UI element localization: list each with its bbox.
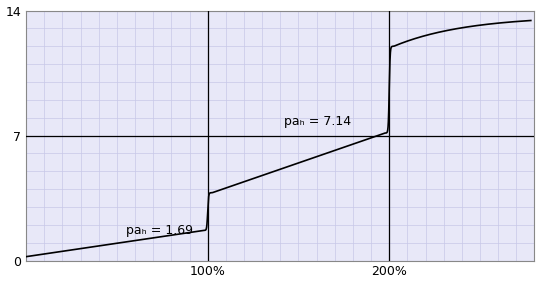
Text: paₕ = 1.69: paₕ = 1.69 (126, 224, 193, 237)
Text: paₕ = 7.14: paₕ = 7.14 (284, 115, 351, 128)
